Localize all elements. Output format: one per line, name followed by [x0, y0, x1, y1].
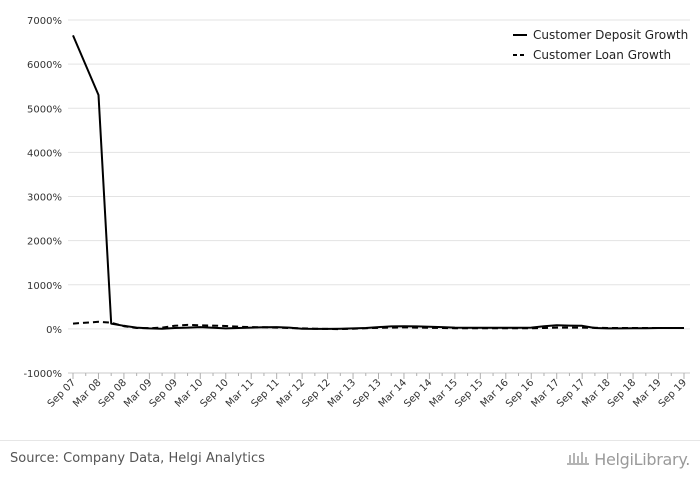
- y-tick-label: 4000%: [27, 148, 62, 159]
- x-tick-label: Sep 19: [657, 377, 689, 409]
- chart: -1000% 0% 1000% 2000% 3000% 4000% 5000% 6000% 70…: [23, 16, 690, 410]
- y-tick-label: 6000%: [27, 60, 62, 71]
- y-tick-label: 1000%: [27, 281, 62, 292]
- brand-name: HelgiLibrary.: [594, 449, 690, 469]
- series-group: [72, 35, 684, 331]
- library-icon: [567, 452, 590, 465]
- legend: Customer Deposit Growth Customer Loan Gr…: [513, 28, 688, 62]
- legend-deposit-label: Customer Deposit Growth: [533, 28, 688, 42]
- y-tick-label: 7000%: [27, 16, 62, 27]
- footer: Source: Company Data, Helgi Analytics He…: [0, 440, 700, 484]
- y-tick-label: 2000%: [27, 237, 62, 248]
- grid-lines: [68, 19, 690, 374]
- y-tick-label: 5000%: [27, 104, 62, 115]
- source-text: Source: Company Data, Helgi Analytics: [10, 451, 265, 466]
- legend-loan-label: Customer Loan Growth: [533, 48, 671, 62]
- y-axis: -1000% 0% 1000% 2000% 3000% 4000% 5000% 6000% 70…: [23, 16, 62, 380]
- brand-logo[interactable]: HelgiLibrary.: [566, 449, 690, 469]
- y-tick-label: -1000%: [23, 369, 62, 380]
- series-line-loan-growth: [72, 320, 684, 331]
- y-tick-label: 0%: [46, 325, 62, 336]
- y-tick-label: 3000%: [27, 193, 62, 204]
